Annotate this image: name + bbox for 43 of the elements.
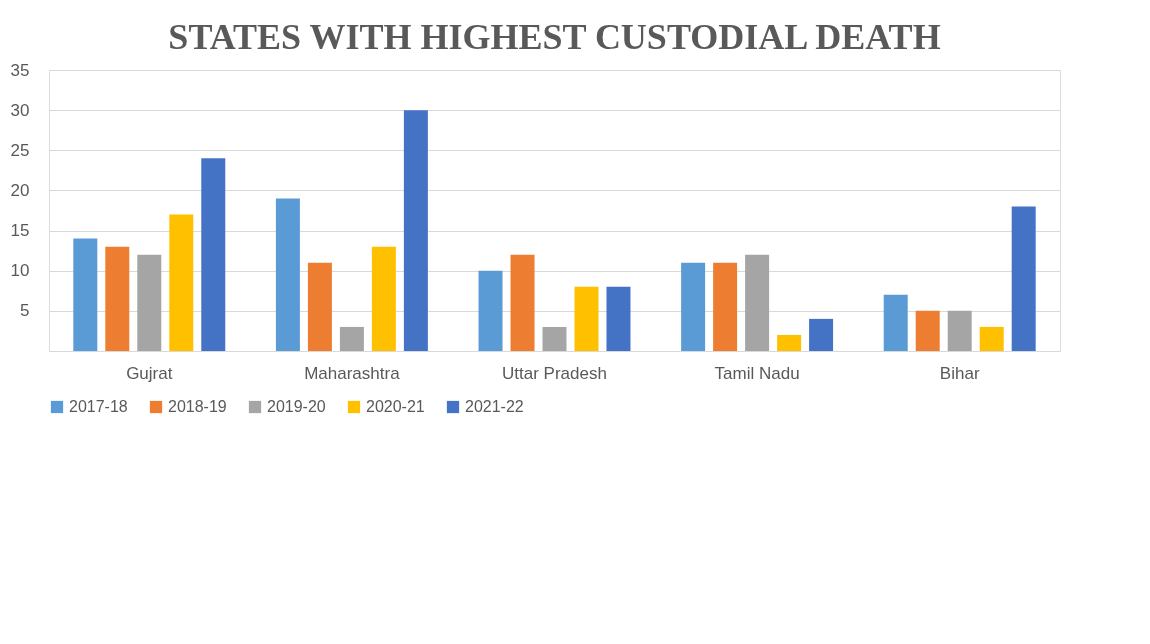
legend-label: 2018-19 — [168, 398, 227, 415]
y-tick-label: 25 — [10, 140, 30, 160]
bar — [137, 254, 162, 351]
bar — [105, 246, 130, 351]
x-tick-label: Uttar Pradesh — [502, 363, 607, 383]
y-tick-label: 15 — [10, 221, 30, 241]
bar — [307, 262, 332, 351]
bar — [1011, 206, 1036, 351]
bar — [201, 158, 226, 351]
legend-label: 2019-20 — [267, 398, 326, 415]
bar — [606, 286, 631, 351]
bar — [777, 334, 802, 351]
bar — [73, 238, 98, 351]
x-tick-label: Tamil Nadu — [714, 363, 800, 383]
y-tick-label: 20 — [10, 180, 30, 200]
bar — [403, 110, 428, 351]
y-tick-label: 35 — [10, 60, 30, 80]
bar — [713, 262, 738, 351]
chart-title: STATES WITH HIGHEST CUSTODIAL DEATH — [168, 17, 941, 57]
bar — [275, 198, 300, 351]
legend-label: 2021-22 — [465, 398, 524, 415]
y-tick-label: 10 — [10, 261, 30, 281]
legend-label: 2017-18 — [69, 398, 128, 415]
bar — [371, 246, 396, 351]
bar — [809, 318, 834, 351]
bar — [542, 326, 567, 351]
bar — [478, 270, 503, 351]
bar — [510, 254, 535, 351]
bar — [339, 326, 364, 351]
x-tick-label: Bihar — [939, 363, 980, 383]
bar — [169, 214, 194, 351]
bar — [915, 310, 940, 351]
bar — [979, 326, 1004, 351]
bar — [947, 310, 972, 351]
x-tick-label: Maharashtra — [304, 363, 401, 383]
y-tick-label: 30 — [10, 100, 30, 120]
bar — [883, 294, 908, 351]
bar — [681, 262, 706, 351]
legend-label: 2020-21 — [366, 398, 425, 415]
x-tick-label: Gujrat — [126, 363, 173, 383]
bar — [745, 254, 770, 351]
y-tick-label: 5 — [20, 301, 30, 321]
bar — [574, 286, 599, 351]
